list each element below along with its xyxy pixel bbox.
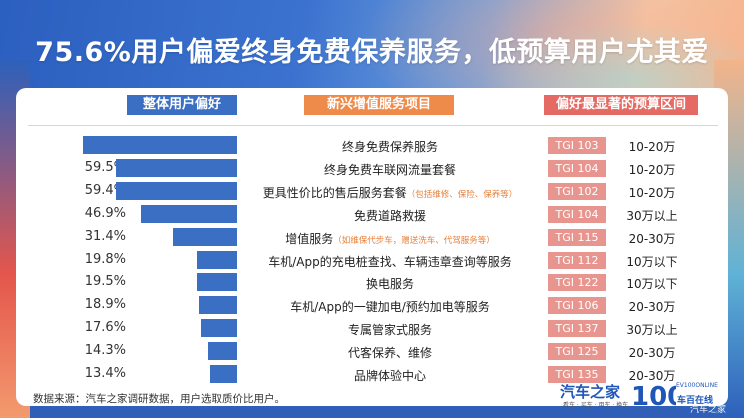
bar bbox=[196, 250, 237, 269]
bar bbox=[207, 342, 237, 361]
budget-range: 10-20万 bbox=[628, 185, 676, 200]
service-item: 免费道路救援 bbox=[244, 207, 536, 224]
autohome-logo-text: 汽车之家 bbox=[560, 383, 621, 401]
service-name: 增值服务 bbox=[285, 231, 334, 246]
service-name: 代客保养、维修 bbox=[347, 346, 432, 361]
bar bbox=[115, 158, 237, 177]
bar-value-label: 59.5% bbox=[84, 159, 126, 175]
service-name: 车机/App的一键加电/预约加电等服务 bbox=[290, 300, 490, 315]
service-item: 车机/App的充电桩查找、车辆违章查询等服务 bbox=[244, 253, 536, 270]
service-item: 增值服务（如维保代步车，赠送洗车、代驾服务等） bbox=[244, 230, 536, 247]
tgi-badge: TGI 122 bbox=[548, 274, 606, 292]
service-note: （如维保代步车，赠送洗车、代驾服务等） bbox=[333, 235, 495, 246]
bar-value-label: 19.8% bbox=[84, 251, 126, 267]
service-item: 终身免费车联网流量套餐 bbox=[244, 161, 536, 178]
header-budget: 偏好最显著的预算区间 bbox=[544, 95, 698, 115]
tgi-badge: TGI 106 bbox=[548, 297, 606, 315]
bar-value-label: 17.6% bbox=[84, 320, 126, 336]
tgi-badge: TGI 104 bbox=[548, 205, 606, 223]
header-services: 新兴增值服务项目 bbox=[304, 95, 454, 115]
service-name: 终身免费保养服务 bbox=[341, 140, 438, 154]
service-note: （包括维修、保险、保养等） bbox=[406, 189, 518, 200]
bar bbox=[83, 136, 237, 154]
bar-value-label: 59.4% bbox=[84, 182, 126, 198]
bar-value-label: 14.3% bbox=[84, 343, 126, 359]
bar-value-label: 13.4% bbox=[84, 366, 126, 381]
bar bbox=[198, 296, 237, 315]
data-source-note: 数据来源：汽车之家调研数据，用户选取质价比用户。 bbox=[33, 393, 285, 405]
bar bbox=[201, 319, 237, 338]
service-item: 专属管家式服务 bbox=[244, 321, 536, 338]
service-item: 终身免费保养服务 bbox=[244, 138, 536, 155]
bar bbox=[209, 365, 237, 383]
service-name: 更具性价比的售后服务套餐 bbox=[262, 185, 407, 200]
budget-range: 20-30万 bbox=[628, 346, 676, 361]
ev100-logo-cn: 车百在线 bbox=[677, 396, 714, 406]
service-item: 换电服务 bbox=[244, 275, 536, 292]
service-item: 代客保养、维修 bbox=[244, 344, 536, 361]
budget-range: 20-30万 bbox=[628, 369, 676, 383]
service-name: 品牌体验中心 bbox=[353, 369, 426, 383]
service-name: 车机/App的充电桩查找、车辆违章查询等服务 bbox=[268, 254, 512, 269]
bar-value-label: 46.9% bbox=[84, 205, 126, 221]
bar bbox=[116, 181, 237, 200]
budget-range: 30万以上 bbox=[626, 208, 678, 223]
budget-range: 30万以上 bbox=[626, 323, 678, 338]
service-item: 车机/App的一键加电/预约加电等服务 bbox=[244, 298, 536, 315]
budget-range: 10-20万 bbox=[628, 162, 676, 177]
service-name: 专属管家式服务 bbox=[347, 323, 432, 338]
bar-value-label: 31.4% bbox=[84, 228, 126, 244]
tgi-badge: TGI 137 bbox=[548, 320, 606, 338]
header-overall-preference: 整体用户偏好 bbox=[127, 95, 237, 115]
bar-value-label: 19.5% bbox=[84, 274, 126, 290]
tgi-badge: TGI 104 bbox=[548, 159, 606, 177]
tgi-badge: TGI 135 bbox=[548, 366, 606, 383]
budget-range: 20-30万 bbox=[628, 300, 676, 315]
service-name: 免费道路救援 bbox=[353, 208, 426, 223]
budget-range: 10-20万 bbox=[628, 140, 676, 154]
ev100-logo-en: EV100ONLINE bbox=[676, 382, 718, 389]
ev100-logo-number: 100 bbox=[631, 382, 676, 412]
budget-range: 10万以下 bbox=[626, 254, 678, 269]
tgi-badge: TGI 115 bbox=[548, 228, 606, 246]
autohome-logo-slogan: 看车 · 买车 · 用车 · 换车 bbox=[563, 402, 629, 409]
tgi-badge: TGI 112 bbox=[548, 251, 606, 269]
budget-range: 10万以下 bbox=[626, 277, 678, 292]
header-divider bbox=[28, 125, 718, 126]
tgi-badge: TGI 103 bbox=[548, 137, 606, 154]
tgi-badge: TGI 125 bbox=[548, 343, 606, 361]
page-title: 75.6%用户偏爱终身免费保养服务，低预算用户尤其爱 bbox=[35, 37, 709, 68]
service-name: 换电服务 bbox=[365, 277, 414, 292]
service-item: 品牌体验中心 bbox=[244, 367, 536, 384]
bar bbox=[141, 204, 237, 223]
bar bbox=[197, 273, 237, 292]
ev100-logo-icon: 100 bbox=[631, 382, 676, 412]
budget-range: 20-30万 bbox=[628, 231, 676, 246]
watermark: 汽车之家 bbox=[690, 405, 727, 415]
service-name: 终身免费车联网流量套餐 bbox=[323, 162, 456, 177]
tgi-badge: TGI 102 bbox=[548, 182, 606, 200]
bar bbox=[173, 227, 237, 246]
service-item: 更具性价比的售后服务套餐（包括维修、保险、保养等） bbox=[244, 184, 536, 201]
bar-value-label: 18.9% bbox=[84, 297, 126, 313]
